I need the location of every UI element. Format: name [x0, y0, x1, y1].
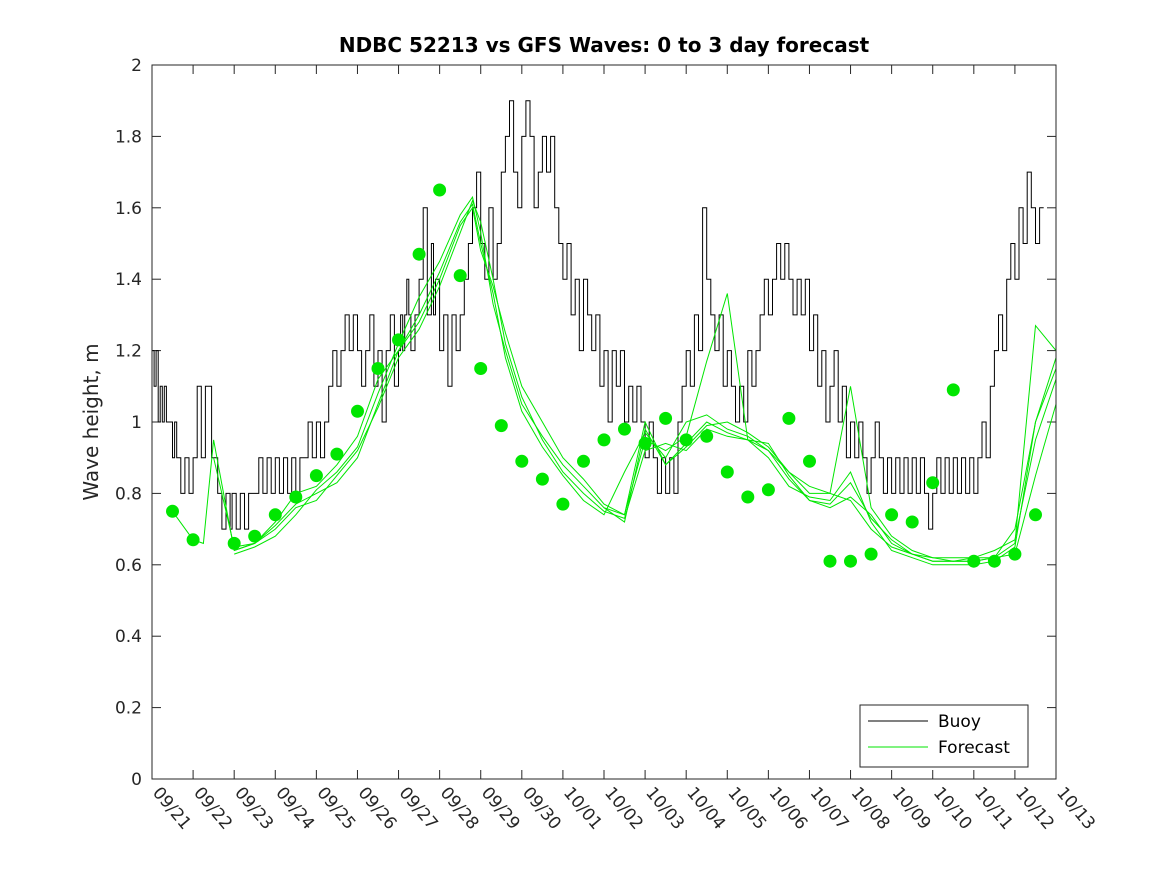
forecast-marker-20 — [597, 433, 611, 447]
legend-box — [859, 704, 1029, 768]
forecast-line-4 — [603, 293, 1056, 562]
forecast-marker-5 — [289, 490, 303, 504]
forecast-marker-8 — [351, 404, 364, 418]
forecast-marker-18 — [556, 497, 570, 511]
forecast-marker-32 — [844, 554, 857, 568]
chart-title: NDBC 52213 vs GFS Waves: 0 to 3 day fore… — [339, 33, 870, 57]
forecast-marker-9 — [371, 362, 385, 375]
legend: Buoy Forecast — [859, 704, 1029, 768]
forecast-marker-0 — [166, 504, 179, 518]
forecast-marker-34 — [885, 508, 899, 522]
y-tick-label-8: 1.6 — [115, 199, 142, 219]
forecast-marker-19 — [577, 454, 590, 468]
forecast-marker-11 — [412, 247, 426, 261]
forecast-marker-36 — [926, 476, 940, 490]
forecast-marker-38 — [967, 554, 981, 568]
forecast-marker-25 — [700, 429, 714, 443]
forecast-marker-27 — [741, 490, 755, 504]
forecast-marker-3 — [248, 529, 262, 543]
legend-buoy-label: Buoy — [938, 712, 981, 732]
y-tick-label-7: 1.4 — [115, 270, 142, 290]
forecast-marker-21 — [618, 422, 631, 436]
forecast-marker-30 — [803, 454, 816, 468]
y-tick-label-9: 1.8 — [115, 127, 142, 147]
forecast-line-2 — [234, 195, 1056, 566]
forecast-marker-35 — [905, 515, 919, 529]
forecast-marker-28 — [761, 483, 775, 497]
y-tick-label-1: 0.2 — [115, 699, 142, 719]
forecast-marker-2 — [227, 536, 241, 550]
forecast-marker-4 — [268, 508, 282, 522]
forecast-marker-12 — [433, 183, 447, 197]
forecast-series-lines — [172, 195, 1056, 566]
plot-area — [152, 65, 1056, 779]
forecast-marker-6 — [309, 469, 323, 483]
axes-box — [151, 64, 1057, 780]
forecast-line-0 — [172, 199, 1056, 559]
y-tick-label-10: 2 — [131, 56, 142, 76]
y-tick-label-5: 1 — [131, 413, 142, 433]
y-tick-label-3: 0.6 — [115, 556, 142, 576]
forecast-marker-40 — [1008, 547, 1022, 561]
forecast-marker-39 — [987, 554, 1001, 568]
forecast-marker-24 — [679, 433, 693, 447]
forecast-marker-31 — [823, 554, 837, 568]
forecast-marker-33 — [864, 547, 878, 561]
y-tick-label-2: 0.4 — [115, 627, 142, 647]
y-tick-label-6: 1.2 — [115, 342, 142, 362]
forecast-marker-15 — [494, 419, 508, 433]
forecast-marker-13 — [453, 269, 467, 283]
y-tick-label-0: 0 — [131, 770, 142, 790]
forecast-marker-23 — [659, 411, 673, 425]
forecast-marker-22 — [638, 436, 652, 450]
forecast-marker-37 — [946, 383, 960, 397]
forecast-marker-10 — [392, 333, 405, 347]
y-tick-label-4: 0.8 — [115, 484, 142, 504]
y-axis-label: Wave height, m — [79, 343, 103, 500]
y-tick-labels: 0 0.2 0.4 0.6 0.8 1 1.2 1.4 1.6 1.8 2 — [115, 56, 142, 790]
legend-forecast-label: Forecast — [938, 738, 1010, 758]
forecast-marker-7 — [330, 447, 344, 461]
buoy-series-line — [152, 100, 1044, 530]
forecast-marker-1 — [186, 533, 200, 547]
forecast-markers — [166, 183, 1042, 568]
forecast-marker-29 — [782, 411, 796, 425]
forecast-marker-14 — [474, 362, 488, 375]
forecast-marker-16 — [515, 454, 529, 468]
forecast-marker-26 — [720, 465, 734, 479]
forecast-marker-41 — [1029, 508, 1042, 522]
forecast-marker-17 — [535, 472, 549, 486]
